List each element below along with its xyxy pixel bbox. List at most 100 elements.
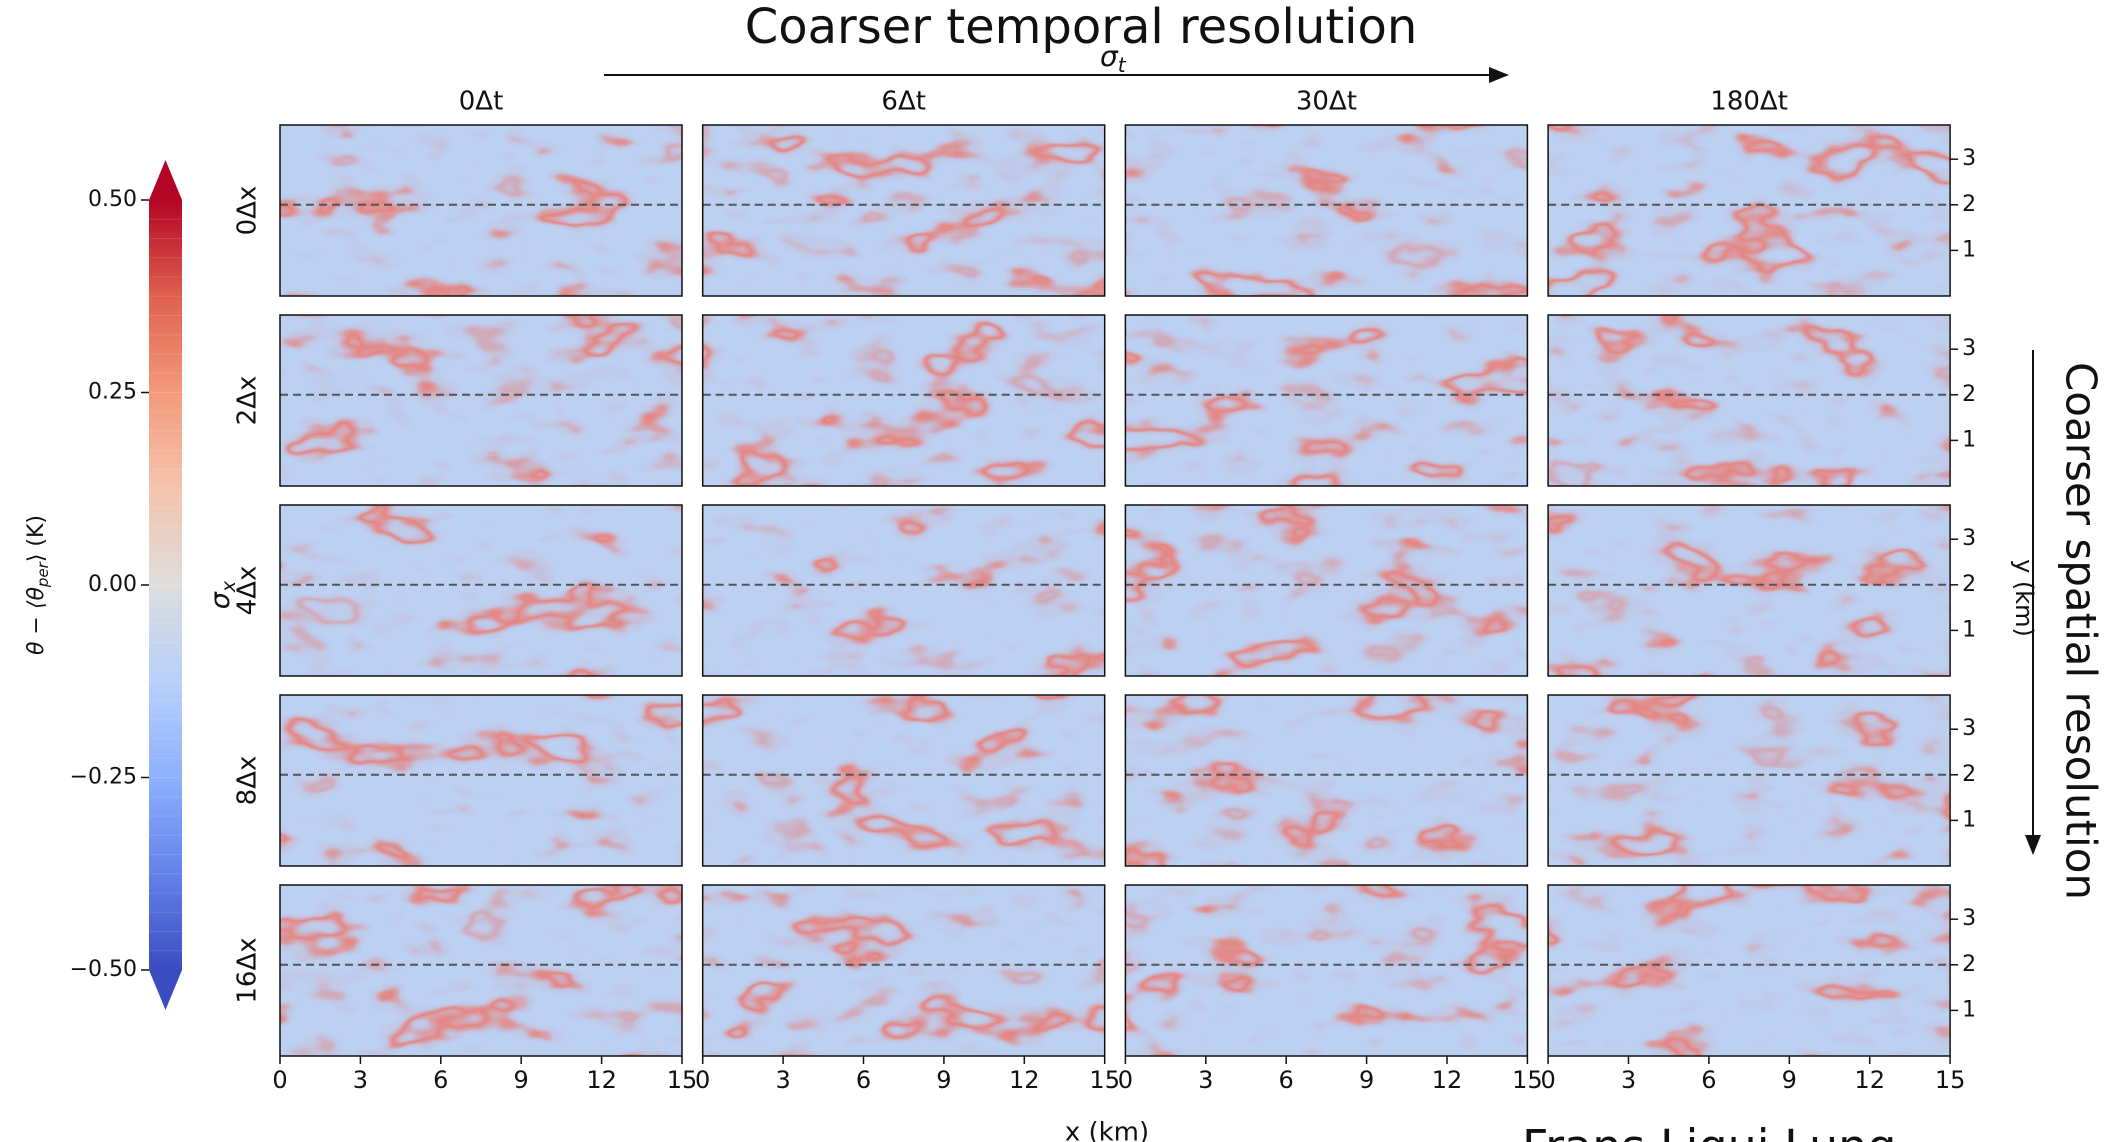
- field-texture: [280, 315, 682, 486]
- label-subscript: per: [34, 561, 52, 588]
- x-tick-label: 15: [1089, 1066, 1120, 1094]
- row-title: Coarser spatial resolution: [2057, 362, 2106, 900]
- label-base: θ − ⟨θ: [24, 587, 49, 655]
- colorbar-extend-top: [149, 160, 182, 200]
- x-tick-label: 12: [586, 1066, 617, 1094]
- y-tick-label: 2: [1962, 382, 1976, 407]
- panel-frame: [1124, 124, 1529, 297]
- x-tick-label: 3: [353, 1066, 368, 1094]
- y-tick-label: 3: [1962, 716, 1976, 741]
- title: Coarser temporal resolution: [745, 0, 1418, 55]
- subscript: x: [218, 580, 240, 593]
- y-tick-label: 1: [1962, 997, 1976, 1022]
- field-texture: [1548, 505, 1951, 676]
- x-tick-label: 15: [1935, 1066, 1966, 1094]
- x-tick-label: 15: [1512, 1066, 1543, 1094]
- field-texture: [1125, 505, 1528, 676]
- panel-frame: [1547, 694, 1951, 867]
- row-label: 0Δx: [233, 186, 263, 236]
- y-tick-label: 2: [1962, 572, 1976, 597]
- x-tick-label: 9: [1359, 1066, 1374, 1094]
- symbol: σ: [205, 591, 236, 609]
- field-texture: [1548, 125, 1951, 296]
- x-axis-label: x (km): [1065, 1118, 1149, 1142]
- field-texture: [280, 885, 682, 1056]
- panel-frame: [701, 314, 1106, 487]
- x-tick-label: 9: [936, 1066, 951, 1094]
- row-label: 16Δx: [233, 937, 263, 1003]
- panel-frame: [1547, 504, 1951, 677]
- field-texture: [1125, 695, 1528, 866]
- field-texture: [1548, 315, 1951, 486]
- x-tick-label: 12: [1432, 1066, 1463, 1094]
- panel-frame: [1547, 314, 1951, 487]
- column-label: 0Δt: [459, 87, 504, 117]
- column-label: 180Δt: [1710, 87, 1788, 117]
- field-texture: [280, 125, 682, 296]
- y-tick-label: 2: [1962, 952, 1976, 977]
- watermark: Frans Liqui Lung: [1522, 1120, 1896, 1142]
- field-texture: [702, 695, 1105, 866]
- field-texture: [1125, 315, 1528, 486]
- x-tick-label: 12: [1854, 1066, 1885, 1094]
- panel-frame: [279, 884, 683, 1057]
- panel-frame: [701, 504, 1106, 677]
- colorbar-label: θ − ⟨θper⟩ (K): [24, 515, 52, 655]
- panel-frame: [1124, 314, 1529, 487]
- symbol: σ: [1100, 40, 1119, 73]
- colorbar-extend-bottom: [149, 970, 182, 1010]
- row-label: 4Δx: [233, 566, 263, 616]
- x-tick-label: 3: [775, 1066, 790, 1094]
- x-tick-label: 0: [1118, 1066, 1133, 1094]
- x-tick-label: 0: [1540, 1066, 1555, 1094]
- y-tick-label: 3: [1962, 336, 1976, 361]
- panel-frame: [279, 314, 683, 487]
- x-tick-label: 6: [433, 1066, 448, 1094]
- colorbar-tick-label: 0.25: [88, 380, 137, 405]
- field-texture: [1548, 695, 1951, 866]
- field-texture: [280, 505, 682, 676]
- field-texture: [1548, 885, 1951, 1056]
- colorbar-tick-label: −0.25: [70, 765, 137, 790]
- y-tick-label: 2: [1962, 762, 1976, 787]
- panel-frame: [279, 694, 683, 867]
- colorbar-tick-label: 0.00: [88, 572, 137, 597]
- y-axis-label: y (km): [2010, 559, 2038, 637]
- y-tick-label: 1: [1962, 237, 1976, 262]
- panel-frame: [279, 504, 683, 677]
- panel-frame: [279, 124, 683, 297]
- x-tick-label: 15: [667, 1066, 698, 1094]
- field-texture: [702, 505, 1105, 676]
- column-axis-label: σt: [1100, 40, 1127, 77]
- panel-frame: [1124, 504, 1529, 677]
- row-label: 2Δx: [233, 376, 263, 426]
- x-tick-label: 0: [272, 1066, 287, 1094]
- field-texture: [702, 125, 1105, 296]
- label-suffix: ⟩ (K): [24, 515, 49, 562]
- x-tick-label: 6: [1701, 1066, 1716, 1094]
- colorbar: [149, 200, 182, 970]
- x-tick-label: 9: [514, 1066, 529, 1094]
- x-tick-label: 3: [1621, 1066, 1636, 1094]
- panel-frame: [1547, 124, 1951, 297]
- subscript: t: [1118, 53, 1127, 77]
- field-texture: [702, 315, 1105, 486]
- field-texture: [702, 885, 1105, 1056]
- y-tick-label: 2: [1962, 192, 1976, 217]
- y-tick-label: 3: [1962, 906, 1976, 931]
- panel-frame: [1124, 884, 1529, 1057]
- panel-frame: [701, 884, 1106, 1057]
- column-label: 30Δt: [1296, 87, 1357, 117]
- field-texture: [1125, 125, 1528, 296]
- row-label: 8Δx: [233, 756, 263, 806]
- column-label: 6Δt: [881, 87, 926, 117]
- x-tick-label: 9: [1782, 1066, 1797, 1094]
- field-texture: [1125, 885, 1528, 1056]
- x-tick-label: 6: [1279, 1066, 1294, 1094]
- field-texture: [280, 695, 682, 866]
- y-tick-label: 3: [1962, 146, 1976, 171]
- colorbar-tick-label: 0.50: [88, 187, 137, 212]
- y-tick-label: 1: [1962, 427, 1976, 452]
- y-tick-label: 3: [1962, 526, 1976, 551]
